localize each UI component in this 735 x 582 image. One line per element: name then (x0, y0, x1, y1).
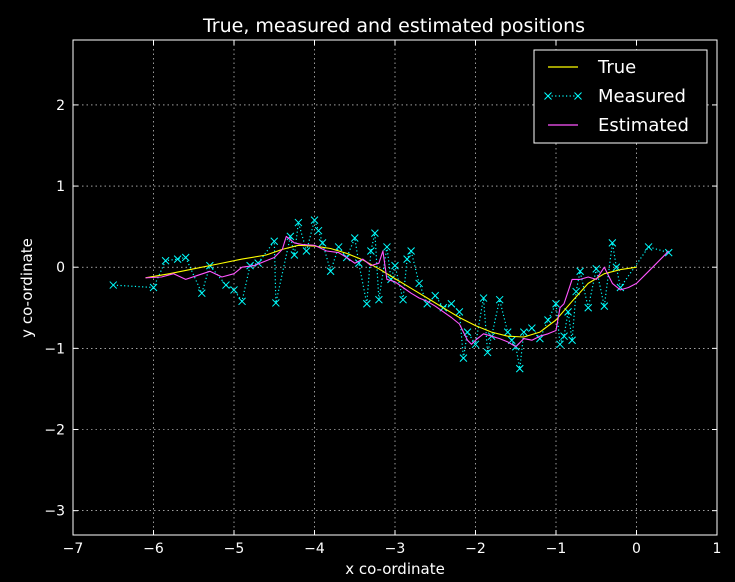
data-point-measured (544, 316, 552, 324)
data-point-measured (519, 328, 528, 336)
data-point-measured (354, 259, 363, 268)
series-line-estimated (145, 235, 670, 348)
y-tick-label: 0 (56, 260, 65, 276)
data-point-measured (616, 283, 625, 292)
data-point-measured (391, 261, 399, 270)
data-point-measured (314, 226, 323, 235)
data-point-measured (371, 229, 379, 237)
data-point-measured (556, 340, 564, 349)
data-point-measured (592, 264, 601, 273)
data-point-measured (350, 234, 359, 242)
x-tick-label: 1 (713, 541, 722, 557)
data-point-measured (447, 299, 456, 308)
data-point-measured (238, 297, 246, 306)
y-tick-label: 2 (56, 98, 65, 114)
x-tick-label: −5 (224, 541, 245, 557)
legend-label-true: True (597, 57, 636, 78)
data-point-measured (407, 247, 415, 255)
data-point-measured (302, 247, 311, 255)
data-point-measured (230, 286, 238, 294)
data-point-measured (431, 291, 440, 300)
data-point-measured (399, 295, 407, 304)
data-point-measured (326, 267, 335, 276)
y-tick-label: 1 (56, 179, 65, 195)
legend-marker-measured (574, 92, 582, 100)
x-tick-label: 0 (632, 541, 641, 557)
data-point-measured (664, 248, 673, 257)
data-point-measured (222, 281, 230, 289)
x-tick-label: −7 (63, 541, 84, 557)
data-point-measured (272, 299, 280, 307)
y-tick-label: −2 (44, 423, 65, 439)
data-point-measured (560, 332, 568, 341)
data-point-measured (415, 279, 424, 288)
x-axis-label: x co-ordinate (345, 560, 445, 578)
grid (73, 40, 717, 535)
axis-ticks: −7 −6 −5 −4 −3 −2 −1 0 1 −3 −2 −1 0 1 2 (44, 40, 721, 557)
x-tick-label: −1 (546, 541, 567, 557)
data-point-measured (270, 237, 279, 246)
data-point-measured (568, 336, 576, 345)
data-point-measured (375, 295, 383, 304)
data-point-measured (423, 299, 432, 308)
data-point-measured (362, 299, 371, 308)
data-point-measured (334, 243, 343, 251)
data-point-measured (483, 348, 492, 357)
legend-marker-measured (544, 92, 552, 100)
data-point-measured (479, 294, 488, 302)
data-point-measured (294, 218, 303, 227)
series-line-true (145, 244, 637, 338)
data-point-measured (455, 307, 464, 316)
data-point-measured (459, 354, 468, 362)
data-point-measured (109, 281, 118, 289)
data-point-measured (161, 256, 170, 265)
data-point-measured (290, 251, 299, 259)
x-tick-label: −2 (465, 541, 486, 557)
data-point-measured (584, 303, 593, 312)
data-point-measured (286, 232, 295, 241)
data-point-measured (197, 289, 206, 298)
data-point-measured (576, 267, 585, 276)
data-point-measured (515, 364, 524, 373)
data-point-measured (608, 239, 617, 247)
data-point-measured (536, 334, 544, 343)
x-tick-label: −4 (304, 541, 325, 557)
data-point-measured (149, 283, 158, 292)
data-point-measured (383, 243, 391, 251)
legend-label-measured: Measured (598, 86, 686, 107)
y-tick-label: −1 (44, 341, 65, 357)
data-point-measured (527, 324, 536, 332)
chart-title: True, measured and estimated positions (202, 15, 585, 37)
data-point-measured (552, 299, 560, 308)
x-tick-label: −6 (143, 541, 164, 557)
data-point-measured (503, 328, 512, 336)
data-point-measured (310, 216, 319, 225)
y-tick-label: −3 (44, 504, 65, 520)
data-point-measured (318, 239, 327, 247)
data-point-measured (600, 302, 609, 311)
data-point-measured (403, 255, 411, 263)
data-point-measured (181, 253, 190, 262)
plot-frame (72, 39, 718, 536)
series-line-measured (113, 219, 669, 370)
x-tick-label: −3 (385, 541, 406, 557)
data-point-measured (495, 295, 504, 304)
y-axis-label: y co-ordinate (18, 238, 36, 338)
data-point-measured (173, 255, 182, 263)
legend-label-estimated: Estimated (598, 115, 689, 136)
series-layer (109, 216, 673, 373)
data-point-measured (644, 243, 653, 251)
legend: True Measured Estimated (533, 49, 708, 144)
data-point-measured (366, 247, 375, 255)
